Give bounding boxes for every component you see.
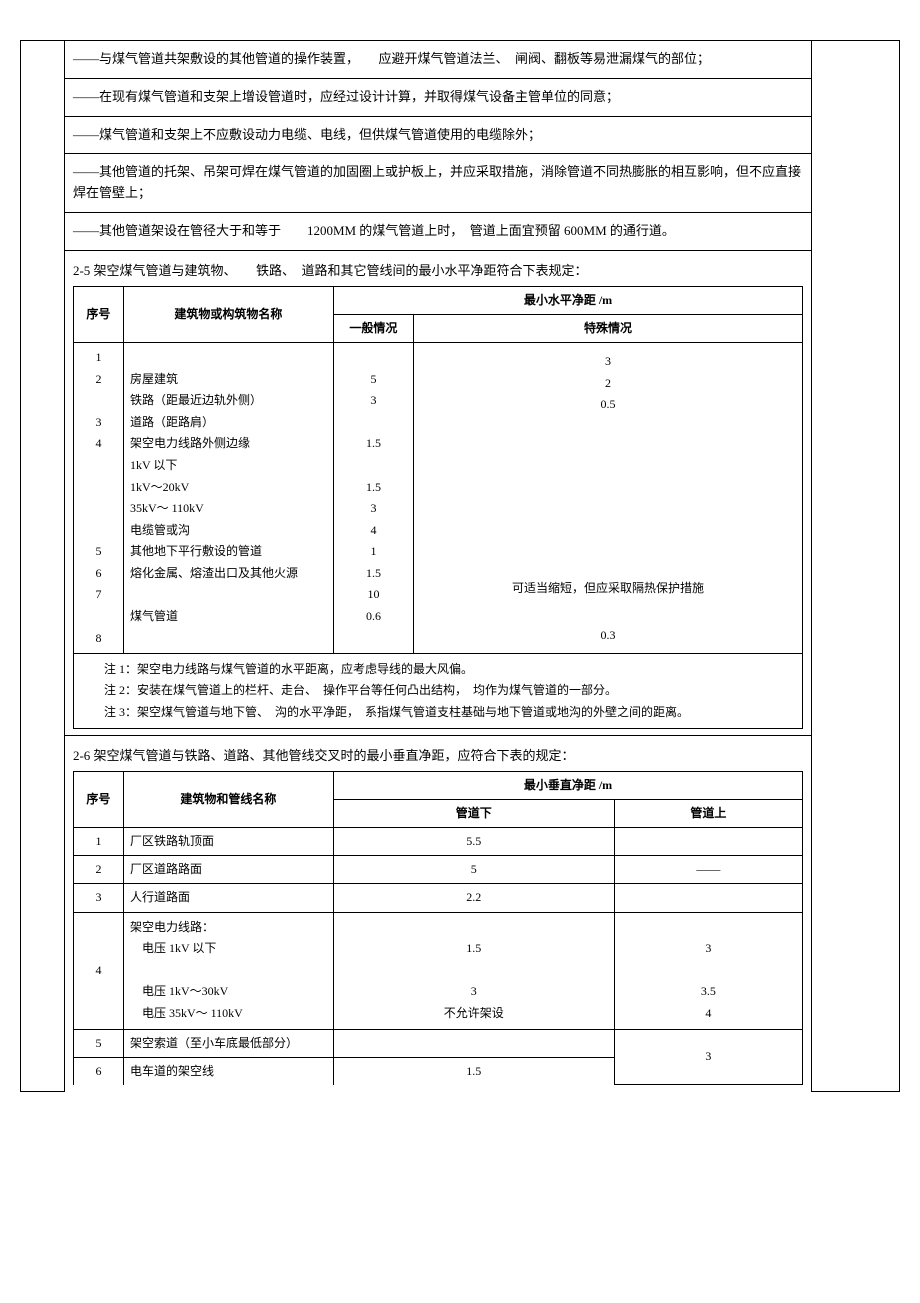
t26-r3-name: 人行道路面: [123, 884, 333, 912]
section-2-6: 2-6 架空煤气管道与铁路、道路、其他管线交叉时的最小垂直净距，应符合下表的规定…: [64, 735, 811, 1091]
t25-h-normal: 一般情况: [333, 314, 413, 342]
t26-h-below: 管道下: [333, 799, 614, 827]
text-r3: ——煤气管道和支架上不应敷设动力电缆、电线，但供煤气管道使用的电缆除外；: [73, 125, 803, 146]
t26-r6-name: 电车道的架空线: [123, 1057, 333, 1085]
t26-r1-name: 厂区铁路轨顶面: [123, 828, 333, 856]
table-row: 3 人行道路面 2.2: [73, 884, 802, 912]
t26-r3-above: [614, 884, 802, 912]
t25-special-top: 3 2 0.5: [413, 342, 802, 440]
para-5: ——其他管道架设在管径大于和等于 1200MM 的煤气管道上时， 管道上面宜预留…: [64, 212, 811, 250]
t26-r2-seq: 2: [73, 856, 123, 884]
t26-h-name: 建筑物和管线名称: [123, 771, 333, 827]
text-r5: ——其他管道架设在管径大于和等于 1200MM 的煤气管道上时， 管道上面宜预留…: [73, 221, 803, 242]
t26-h-above: 管道上: [614, 799, 802, 827]
section-2-6-title: 2-6 架空煤气管道与铁路、道路、其他管线交叉时的最小垂直净距，应符合下表的规定…: [73, 746, 803, 767]
t26-r4-above: 3 3.5 4: [614, 912, 802, 1029]
t26-r2-name: 厂区道路路面: [123, 856, 333, 884]
para-4: ——其他管道的托架、吊架可焊在煤气管道的加固圈上或护板上，并应采取措施，消除管道…: [64, 154, 811, 213]
t26-r2-above: ——: [614, 856, 802, 884]
t25-note-3: 注 3：架空煤气管道与地下管、 沟的水平净距， 系指煤气管道支柱基础与地下管道或…: [80, 703, 796, 722]
section-2-5: 2-5 架空煤气管道与建筑物、 铁路、 道路和其它管线间的最小水平净距符合下表规…: [64, 250, 811, 735]
t26-r1-seq: 1: [73, 828, 123, 856]
t25-special-bot: 0.3: [413, 619, 802, 654]
table-row: 1 厂区铁路轨顶面 5.5: [73, 828, 802, 856]
t26-r2-below: 5: [333, 856, 614, 884]
document-page: ——与煤气管道共架敷设的其他管道的操作装置， 应避开煤气管道法兰、 闸阀、翻板等…: [20, 40, 900, 1092]
section-2-5-title: 2-5 架空煤气管道与建筑物、 铁路、 道路和其它管线间的最小水平净距符合下表规…: [73, 261, 803, 282]
t25-special-mid: 可适当缩短，但应采取隔热保护措施: [413, 441, 802, 619]
t26-r4-below: 1.5 3 不允许架设: [333, 912, 614, 1029]
t25-note-2: 注 2：安装在煤气管道上的栏杆、走台、 操作平台等任何凸出结构， 均作为煤气管道…: [80, 681, 796, 700]
t25-h-name: 建筑物或构筑物名称: [123, 286, 333, 342]
outer-table: ——与煤气管道共架敷设的其他管道的操作装置， 应避开煤气管道法兰、 闸阀、翻板等…: [20, 40, 900, 1092]
t25-seq-col: 1 2 3 4 5 6 7 8: [73, 342, 123, 653]
text-r2: ——在现有煤气管道和支架上增设管道时，应经过设计计算，并取得煤气设备主管单位的同…: [73, 87, 803, 108]
t26-r1-above: [614, 828, 802, 856]
t26-r6-below: 1.5: [333, 1057, 614, 1085]
right-margin-cell: [812, 41, 900, 1092]
t25-h-dist: 最小水平净距 /m: [333, 286, 802, 314]
para-3: ——煤气管道和支架上不应敷设动力电缆、电线，但供煤气管道使用的电缆除外；: [64, 116, 811, 154]
left-margin-cell: [21, 41, 65, 1092]
t26-r5-name: 架空索道（至小车底最低部分）: [123, 1029, 333, 1057]
t26-r3-below: 2.2: [333, 884, 614, 912]
t25-normal-col: 5 3 1.5 1.5 3 4 1 1.5 10 0.6: [333, 342, 413, 653]
t26-h-seq: 序号: [73, 771, 123, 827]
t25-h-special: 特殊情况: [413, 314, 802, 342]
text-r1: ——与煤气管道共架敷设的其他管道的操作装置， 应避开煤气管道法兰、 闸阀、翻板等…: [73, 49, 803, 70]
table-row: 5 架空索道（至小车底最低部分） 3: [73, 1029, 802, 1057]
table-2-6: 序号 建筑物和管线名称 最小垂直净距 /m 管道下 管道上 1 厂区铁路轨顶面 …: [73, 771, 803, 1086]
t26-r6-seq: 6: [73, 1057, 123, 1085]
t26-r3-seq: 3: [73, 884, 123, 912]
table-2-5: 序号 建筑物或构筑物名称 最小水平净距 /m 一般情况 特殊情况 1 2 3 4…: [73, 286, 803, 729]
para-1: ——与煤气管道共架敷设的其他管道的操作装置， 应避开煤气管道法兰、 闸阀、翻板等…: [64, 41, 811, 79]
t26-r4-name: 架空电力线路： 电压 1kV 以下 电压 1kV～30kV 电压 35kV～ 1…: [123, 912, 333, 1029]
table-row: 2 厂区道路路面 5 ——: [73, 856, 802, 884]
t25-name-col: 房屋建筑 铁路（距最近边轨外侧） 道路（距路肩） 架空电力线路外侧边缘 1kV …: [123, 342, 333, 653]
t26-r5-below: [333, 1029, 614, 1057]
t26-r1-below: 5.5: [333, 828, 614, 856]
table-row: 4 架空电力线路： 电压 1kV 以下 电压 1kV～30kV 电压 35kV～…: [73, 912, 802, 1029]
t26-r5-seq: 5: [73, 1029, 123, 1057]
text-r4: ——其他管道的托架、吊架可焊在煤气管道的加固圈上或护板上，并应采取措施，消除管道…: [73, 162, 803, 204]
t26-r4-seq: 4: [73, 912, 123, 1029]
t25-notes: 注 1：架空电力线路与煤气管道的水平距离，应考虑导线的最大风偏。 注 2：安装在…: [73, 654, 802, 729]
t26-h-dist: 最小垂直净距 /m: [333, 771, 802, 799]
t25-note-1: 注 1：架空电力线路与煤气管道的水平距离，应考虑导线的最大风偏。: [80, 660, 796, 679]
para-2: ——在现有煤气管道和支架上增设管道时，应经过设计计算，并取得煤气设备主管单位的同…: [64, 78, 811, 116]
t25-h-seq: 序号: [73, 286, 123, 342]
t26-r5-above: 3: [614, 1029, 802, 1085]
